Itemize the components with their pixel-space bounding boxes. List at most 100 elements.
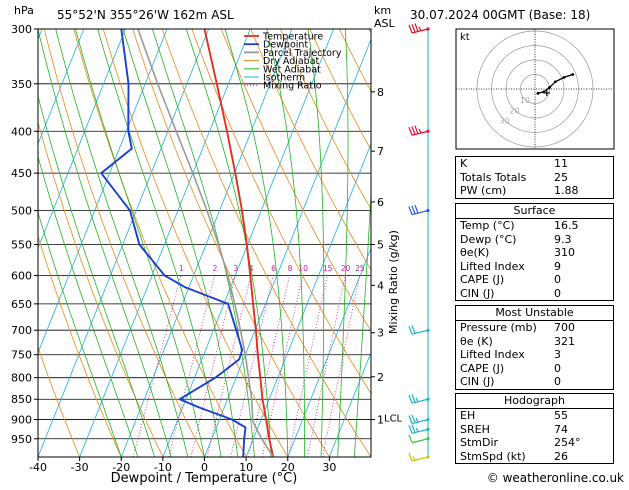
dry-adiabat-line bbox=[220, 29, 371, 332]
km-tick-label: 7 bbox=[377, 145, 384, 158]
parcel-trajectory-profile-line bbox=[137, 29, 274, 457]
dewpoint-profile-line bbox=[100, 29, 247, 457]
wind-barb-flag bbox=[414, 204, 419, 214]
isotherm-line bbox=[38, 29, 210, 457]
row-stmdir: StmDir 254° bbox=[456, 436, 613, 450]
isotherm-line bbox=[287, 247, 371, 457]
row-surface-dewp: Dewp (°C) 9.3 bbox=[456, 233, 613, 247]
surface-cin-label: CIN (J) bbox=[460, 286, 495, 300]
pressure-tick-label: 450 bbox=[11, 167, 32, 180]
wind-barb-staff bbox=[411, 438, 429, 444]
hodograph-ring-label: 30 bbox=[499, 116, 509, 125]
pw-label: PW (cm) bbox=[460, 184, 507, 197]
mixing-ratio-tick-label: 10 bbox=[298, 264, 308, 273]
dry-adiabat-line bbox=[161, 29, 371, 457]
temperature-tick-label: -20 bbox=[112, 461, 130, 474]
wind-barb-half-flag bbox=[418, 26, 422, 32]
wind-barb-flag bbox=[414, 23, 419, 32]
wind-barb-half-flag bbox=[415, 427, 419, 433]
isotherm-line bbox=[0, 29, 1, 457]
pressure-tick-label: 600 bbox=[11, 269, 32, 282]
wind-barb-flag bbox=[411, 325, 416, 334]
k-value: 11 bbox=[554, 157, 568, 170]
wind-barb-dot bbox=[426, 417, 430, 422]
wind-barb-flag bbox=[408, 325, 413, 335]
surface-cape-value: 0 bbox=[554, 273, 561, 286]
mu-li-value: 3 bbox=[554, 348, 561, 361]
isotherm-line bbox=[245, 142, 371, 457]
km-tick-label: 3 bbox=[377, 327, 384, 340]
hodograph-point bbox=[553, 80, 557, 84]
pressure-tick-label: 700 bbox=[11, 324, 32, 337]
hodograph-unit: kt bbox=[460, 32, 470, 43]
row-mu-theta: θe (K) 321 bbox=[456, 335, 613, 349]
wind-barb-dot bbox=[426, 397, 430, 401]
wet-adiabat-line bbox=[55, 29, 189, 457]
isotherm-line bbox=[79, 29, 251, 457]
km-tick-label: 8 bbox=[377, 86, 384, 99]
hodograph-point bbox=[536, 91, 540, 95]
x-axis-title: Dewpoint / Temperature (°C) bbox=[111, 471, 298, 486]
row-surface-cape: CAPE (J) 0 bbox=[456, 273, 613, 287]
tt-value: 25 bbox=[554, 170, 568, 184]
wet-adiabat-line bbox=[224, 29, 289, 457]
mixing-ratio-line bbox=[190, 275, 236, 457]
mixing-ratio-line bbox=[247, 275, 291, 457]
stmdir-value: 254° bbox=[554, 436, 581, 449]
hodograph-point bbox=[562, 76, 566, 79]
wind-barb-half-flag bbox=[418, 128, 422, 134]
legend-entry: Mixing Ratio bbox=[263, 81, 322, 92]
hodograph-point bbox=[542, 90, 546, 94]
tt-label: Totals Totals bbox=[460, 170, 527, 184]
wet-adiabat-line bbox=[337, 29, 349, 457]
row-surface-temp: Temp (°C) 16.5 bbox=[456, 218, 613, 233]
asl-unit-label: ASL bbox=[374, 17, 396, 30]
legend-entry: Temperature bbox=[262, 32, 323, 43]
pressure-tick-label: 350 bbox=[11, 78, 32, 91]
dry-adiabat-line bbox=[132, 29, 330, 457]
wind-barb-dot bbox=[426, 208, 430, 213]
row-pw: PW (cm) 1.88 bbox=[456, 184, 613, 198]
stmdir-label: StmDir bbox=[460, 436, 499, 449]
dry-adiabat-line bbox=[102, 29, 289, 457]
surface-cape-label: CAPE (J) bbox=[460, 273, 505, 286]
copyright-label: © weatheronline.co.uk bbox=[487, 471, 624, 485]
most-unstable-title: Most Unstable bbox=[495, 306, 574, 319]
mixing-ratio-line bbox=[261, 275, 304, 457]
mixing-ratio-tick-label: 15 bbox=[323, 264, 333, 273]
wind-barb-flag bbox=[408, 452, 413, 462]
wind-barb-flag bbox=[408, 127, 413, 136]
surface-li-label: Lifted Index bbox=[460, 259, 525, 273]
row-mu-cin: CIN (J) 0 bbox=[456, 375, 613, 389]
dry-adiabat-line bbox=[38, 346, 80, 457]
stmspd-value: 26 bbox=[554, 449, 568, 463]
sreh-label: SREH bbox=[460, 422, 490, 436]
legend-entry: Isotherm bbox=[263, 73, 305, 84]
pw-value: 1.88 bbox=[554, 184, 579, 197]
temperature-tick-label: -10 bbox=[154, 461, 172, 474]
temperature-tick-label: 0 bbox=[201, 461, 208, 474]
row-sreh: SREH 74 bbox=[456, 423, 613, 437]
plot-frame bbox=[37, 28, 372, 458]
row-surface-theta: θe(K) 310 bbox=[456, 246, 613, 260]
mixing-ratio-tick-label: 8 bbox=[288, 264, 293, 273]
wind-barb-half-flag bbox=[412, 455, 416, 461]
wind-barb-dot bbox=[426, 27, 430, 31]
indices-table: K 11 Totals Totals 25 PW (cm) 1.88 bbox=[455, 156, 614, 199]
pressure-tick-label: 550 bbox=[11, 238, 32, 251]
pressure-tick-label: 900 bbox=[11, 414, 32, 427]
most-unstable-table: Most Unstable Pressure (mb) 700 θe (K) 321… bbox=[455, 305, 614, 390]
isotherm-line bbox=[162, 29, 334, 457]
wind-barb-dot bbox=[426, 328, 430, 332]
hodograph-ring-label: 20 bbox=[510, 106, 520, 115]
legend-entry: Dewpoint bbox=[263, 40, 308, 51]
wind-barb-dot bbox=[426, 427, 430, 431]
isotherm-line bbox=[204, 38, 371, 457]
legend-entry: Dry Adiabat bbox=[263, 56, 320, 67]
hpa-unit-label: hPa bbox=[14, 4, 34, 17]
row-mu-cape: CAPE (J) 0 bbox=[456, 362, 613, 376]
mixing-ratio-axis-title: Mixing Ratio (g/kg) bbox=[387, 230, 400, 334]
temperature-profile-line bbox=[203, 29, 275, 457]
wind-barb bbox=[408, 452, 430, 462]
wind-barb-flag bbox=[411, 424, 416, 433]
